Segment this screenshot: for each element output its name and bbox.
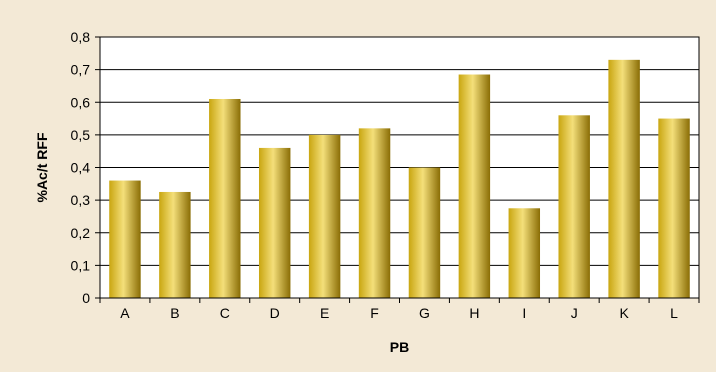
bar-I xyxy=(508,208,541,298)
x-tick-label: K xyxy=(619,305,629,321)
bar-C xyxy=(209,98,241,298)
x-tick-label: L xyxy=(670,305,678,321)
y-tick-label: 0,1 xyxy=(71,257,91,273)
x-tick-labels: A B C D E F G H I J K L xyxy=(120,305,678,321)
y-axis-title: %Ac/t RFF xyxy=(34,132,50,202)
y-tick-label: 0,5 xyxy=(71,127,91,143)
plot-frame xyxy=(99,36,700,299)
x-tick-label: D xyxy=(270,305,280,321)
bar-D xyxy=(258,147,291,298)
x-tick-label: G xyxy=(419,305,430,321)
bar-L xyxy=(658,118,690,298)
x-axis-title: PB xyxy=(390,339,409,355)
x-tick-label: H xyxy=(469,305,479,321)
x-tick-label: A xyxy=(120,305,130,321)
x-tick-label: C xyxy=(220,305,230,321)
y-tick-label: 0,3 xyxy=(71,192,91,208)
axes xyxy=(99,36,700,303)
bar-A xyxy=(109,180,141,298)
x-tick-label: E xyxy=(320,305,329,321)
y-tick-label: 0,6 xyxy=(71,94,91,110)
bar-K xyxy=(608,59,640,299)
y-tick-label: 0,7 xyxy=(71,62,91,78)
bar-G xyxy=(408,167,441,298)
y-tick-labels: 0 0,1 0,2 0,3 0,4 0,5 0,6 0,7 0,8 xyxy=(71,29,91,306)
y-tick-label: 0,4 xyxy=(71,160,91,176)
x-tick-label: F xyxy=(370,305,379,321)
x-tick-label: J xyxy=(571,305,578,321)
bar-E xyxy=(308,134,341,298)
x-tick-label: I xyxy=(522,305,526,321)
y-tick-label: 0,2 xyxy=(71,225,91,241)
y-tick-label: 0,8 xyxy=(71,29,91,45)
y-tick-label: 0 xyxy=(82,290,90,306)
bar-B xyxy=(159,191,191,298)
bars xyxy=(109,59,690,299)
x-tick-label: B xyxy=(170,305,179,321)
bar-F xyxy=(358,128,391,298)
bar-H xyxy=(458,74,491,298)
bar-J xyxy=(558,115,590,298)
